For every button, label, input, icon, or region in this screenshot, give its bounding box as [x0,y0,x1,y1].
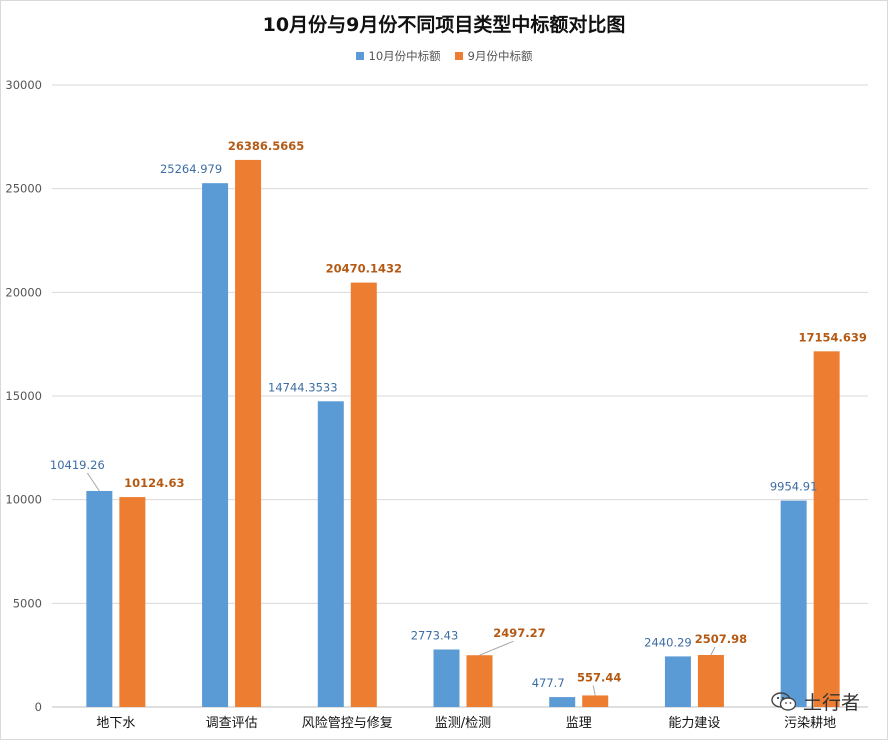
x-tick-label: 污染耕地 [784,715,836,731]
bar-sep [813,351,840,707]
y-tick-label: 5000 [13,596,42,610]
data-label-sep: 2507.98 [695,632,747,646]
bar-oct [202,183,229,707]
leader-line [592,685,596,696]
data-label-sep: 17154.639 [798,330,866,344]
y-tick-label: 25000 [5,182,42,196]
watermark: 土行者 [771,688,860,715]
y-tick-label: 20000 [5,285,42,299]
leader-line [86,472,100,492]
data-label-oct: 10419.26 [50,458,105,472]
bar-sep [697,655,724,707]
bar-oct [549,697,576,707]
x-tick-label: 监测/检测 [435,716,491,731]
chart-legend: 10月份中标额 9月份中标额 [0,48,888,64]
legend-swatch-oct [355,52,364,60]
bar-oct [433,649,460,707]
data-label-sep: 557.44 [577,670,621,684]
bar-oct [86,490,113,707]
bar-oct [664,656,691,707]
data-label-oct: 2773.43 [411,628,459,642]
watermark-text: 土行者 [802,692,860,714]
data-label-sep: 26386.5665 [228,139,304,153]
data-label-oct: 2440.29 [644,635,692,649]
y-tick-label: 10000 [5,493,42,507]
data-label-oct: 25264.979 [160,162,222,176]
data-label-oct: 9954.91 [770,480,818,494]
y-tick-label: 15000 [5,389,42,403]
legend-item-oct: 10月份中标额 [355,48,441,64]
bar-oct [780,500,807,707]
x-tick-label: 能力建设 [668,716,720,731]
bar-sep [582,695,609,707]
data-label-oct: 477.7 [532,676,565,690]
bar-sep [235,159,262,707]
bar-oct [317,401,344,707]
chart-title: 10月份与9月份不同项目类型中标额对比图 [262,14,626,36]
leader-line [710,646,716,656]
legend-label-oct: 10月份中标额 [368,49,441,63]
x-tick-label: 调查评估 [206,716,258,731]
data-label-oct: 14744.3533 [268,380,338,394]
bar-sep [119,497,146,707]
x-tick-label: 地下水 [96,716,135,731]
leader-line [479,640,514,656]
legend-swatch-sep [454,52,463,60]
legend-item-sep: 9月份中标额 [454,48,533,64]
bar-sep [350,282,377,707]
x-tick-label: 风险管控与修复 [302,716,393,731]
x-tick-label: 监理 [566,716,592,731]
data-label-sep: 20470.1432 [326,262,402,276]
legend-label-sep: 9月份中标额 [467,49,533,63]
y-tick-label: 30000 [5,78,42,92]
data-label-sep: 10124.63 [124,476,184,490]
y-tick-label: 0 [35,700,42,714]
data-label-sep: 2497.27 [493,626,545,640]
bar-sep [466,655,493,707]
wechat-icon [771,691,797,711]
